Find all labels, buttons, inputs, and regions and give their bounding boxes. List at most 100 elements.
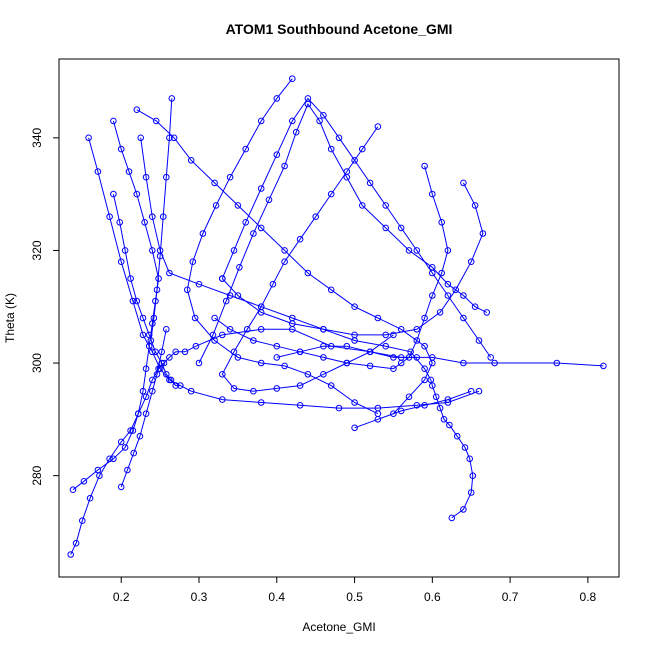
data-point	[335, 134, 343, 142]
data-point	[316, 117, 323, 125]
data-point	[429, 292, 436, 299]
data-point	[156, 365, 164, 373]
data-point	[471, 303, 479, 311]
data-point	[382, 331, 390, 339]
data-point	[234, 202, 242, 209]
data-point	[86, 494, 94, 502]
data-point	[289, 75, 296, 82]
data-point	[142, 173, 150, 181]
x-tick-label: 0.7	[502, 590, 519, 604]
data-point	[117, 438, 125, 446]
data-point	[142, 410, 150, 418]
series-9	[219, 123, 397, 395]
data-point	[460, 314, 467, 322]
data-point	[438, 269, 446, 277]
x-tick-label: 0.6	[424, 590, 441, 604]
data-point	[250, 387, 257, 395]
series-2	[137, 134, 477, 522]
data-point	[374, 123, 382, 130]
data-point	[436, 404, 444, 412]
series-11	[219, 179, 487, 339]
data-point	[191, 314, 199, 322]
data-point	[72, 539, 80, 547]
data-point	[289, 117, 296, 125]
data-point	[192, 342, 200, 350]
data-point	[150, 314, 158, 322]
data-point	[136, 432, 144, 440]
data-point	[116, 219, 123, 226]
data-point	[79, 517, 86, 525]
data-point	[168, 95, 176, 102]
data-point	[181, 348, 189, 356]
data-point	[467, 258, 475, 266]
data-point	[85, 134, 92, 142]
data-point	[467, 387, 475, 395]
data-point	[199, 230, 207, 237]
data-point	[166, 269, 173, 277]
data-point	[359, 202, 366, 209]
data-point	[226, 292, 234, 299]
data-point	[69, 486, 77, 494]
data-point	[142, 393, 150, 401]
data-point	[390, 354, 397, 361]
series-16	[273, 342, 421, 361]
data-point	[234, 354, 242, 361]
data-point	[250, 337, 257, 344]
series-line	[120, 329, 167, 488]
data-point	[184, 286, 191, 294]
data-point	[382, 202, 390, 209]
data-point	[153, 286, 161, 294]
data-point	[281, 258, 288, 266]
data-point	[444, 292, 452, 299]
data-point	[133, 106, 141, 113]
data-point	[427, 376, 435, 384]
data-point	[211, 179, 218, 187]
data-point	[351, 303, 358, 311]
data-point	[440, 416, 448, 423]
data-point	[460, 179, 467, 187]
data-point	[296, 402, 304, 409]
data-point	[121, 247, 129, 254]
data-point	[129, 297, 137, 305]
data-point	[483, 309, 491, 316]
data-point	[296, 382, 304, 389]
data-point	[273, 342, 281, 350]
data-point	[491, 359, 498, 367]
data-point	[94, 466, 102, 474]
data-point	[139, 387, 147, 395]
data-point	[211, 337, 218, 344]
data-point	[374, 314, 382, 322]
data-point	[304, 269, 312, 277]
data-point	[397, 224, 405, 232]
series-15	[351, 387, 475, 432]
series-14	[147, 95, 176, 344]
data-point	[129, 427, 137, 434]
data-point	[320, 112, 327, 119]
x-tick-label: 0.3	[191, 590, 208, 604]
data-point	[351, 331, 358, 339]
data-point	[405, 247, 413, 254]
data-point	[159, 213, 167, 220]
data-point	[553, 359, 561, 367]
data-point	[142, 365, 150, 373]
data-point	[243, 326, 251, 333]
data-point	[257, 224, 265, 232]
data-point	[230, 348, 238, 356]
data-point	[149, 387, 156, 395]
series-5	[133, 106, 436, 418]
series-layer	[67, 75, 607, 558]
x-tick-label: 0.5	[346, 590, 363, 604]
data-point	[124, 466, 131, 474]
data-point	[153, 371, 161, 378]
data-point	[452, 286, 460, 294]
data-point	[475, 337, 483, 344]
data-point	[137, 134, 144, 142]
series-line	[70, 328, 604, 555]
data-point	[139, 331, 147, 339]
data-point	[141, 219, 148, 226]
data-point	[366, 348, 374, 356]
data-point	[343, 359, 351, 367]
data-point	[257, 359, 265, 367]
data-point	[242, 145, 249, 153]
data-point	[145, 342, 153, 350]
